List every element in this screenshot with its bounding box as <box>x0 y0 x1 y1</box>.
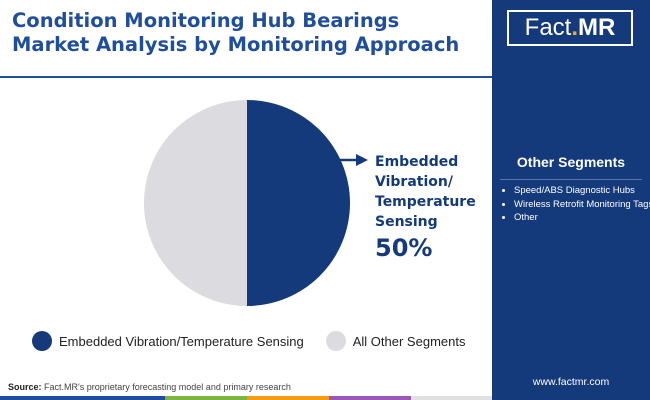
source-text: Fact.MR's proprietary forecasting model … <box>44 382 291 392</box>
list-item: Wireless Retrofit Monitoring Tags <box>514 199 650 212</box>
logo-dot: . <box>571 14 579 41</box>
bottom-bar-segment <box>165 396 247 400</box>
annotation-value: 50% <box>375 234 433 262</box>
chart-legend: Embedded Vibration/Temperature Sensing A… <box>32 331 487 351</box>
title-divider <box>0 76 492 78</box>
legend-item-others: All Other Segments <box>325 331 466 351</box>
legend-item-embedded: Embedded Vibration/Temperature Sensing <box>32 331 304 351</box>
bottom-bar-segment <box>0 396 165 400</box>
list-item: Speed/ABS Diagnostic Hubs <box>514 185 650 198</box>
slice-annotation: Embedded Vibration/ Temperature Sensing … <box>375 152 490 263</box>
page-title: Condition Monitoring Hub Bearings Market… <box>12 9 460 56</box>
legend-swatch-others <box>325 331 346 351</box>
legend-label-others: All Other Segments <box>352 333 466 349</box>
chart-panel: Condition Monitoring Hub Bearings Market… <box>0 9 492 400</box>
annotation-label: Embedded Vibration/ Temperature Sensing <box>375 154 476 230</box>
logo-text-suffix: MR <box>578 14 616 41</box>
logo-text-main: Fact <box>524 14 572 41</box>
pie-slice-all-other-segments <box>144 100 247 306</box>
bottom-color-bar <box>0 396 492 400</box>
sidebar: Fact.MR Other Segments Speed/ABS Diagnos… <box>492 0 650 400</box>
source-prefix: Source: <box>8 382 42 392</box>
list-item: Other <box>514 212 650 225</box>
pie-slices <box>144 100 350 306</box>
website-link[interactable]: www.factmr.com <box>532 376 610 388</box>
bottom-bar-segment <box>411 396 492 400</box>
source-note: Source: Fact.MR's proprietary forecastin… <box>8 382 291 392</box>
other-segments-heading: Other Segments <box>516 154 626 170</box>
legend-label-embedded: Embedded Vibration/Temperature Sensing <box>59 333 304 349</box>
bottom-bar-segment <box>329 396 411 400</box>
callout-arrow-icon <box>338 154 368 166</box>
pie-chart <box>144 100 368 306</box>
factmr-logo: Fact. MR <box>507 10 633 46</box>
sidebar-divider <box>500 179 642 180</box>
other-segments-list: Speed/ABS Diagnostic Hubs Wireless Retro… <box>502 185 650 226</box>
pie-slice-embedded-vibration-temperature <box>247 100 350 306</box>
bottom-bar-segment <box>247 396 329 400</box>
legend-swatch-embedded <box>32 331 52 351</box>
